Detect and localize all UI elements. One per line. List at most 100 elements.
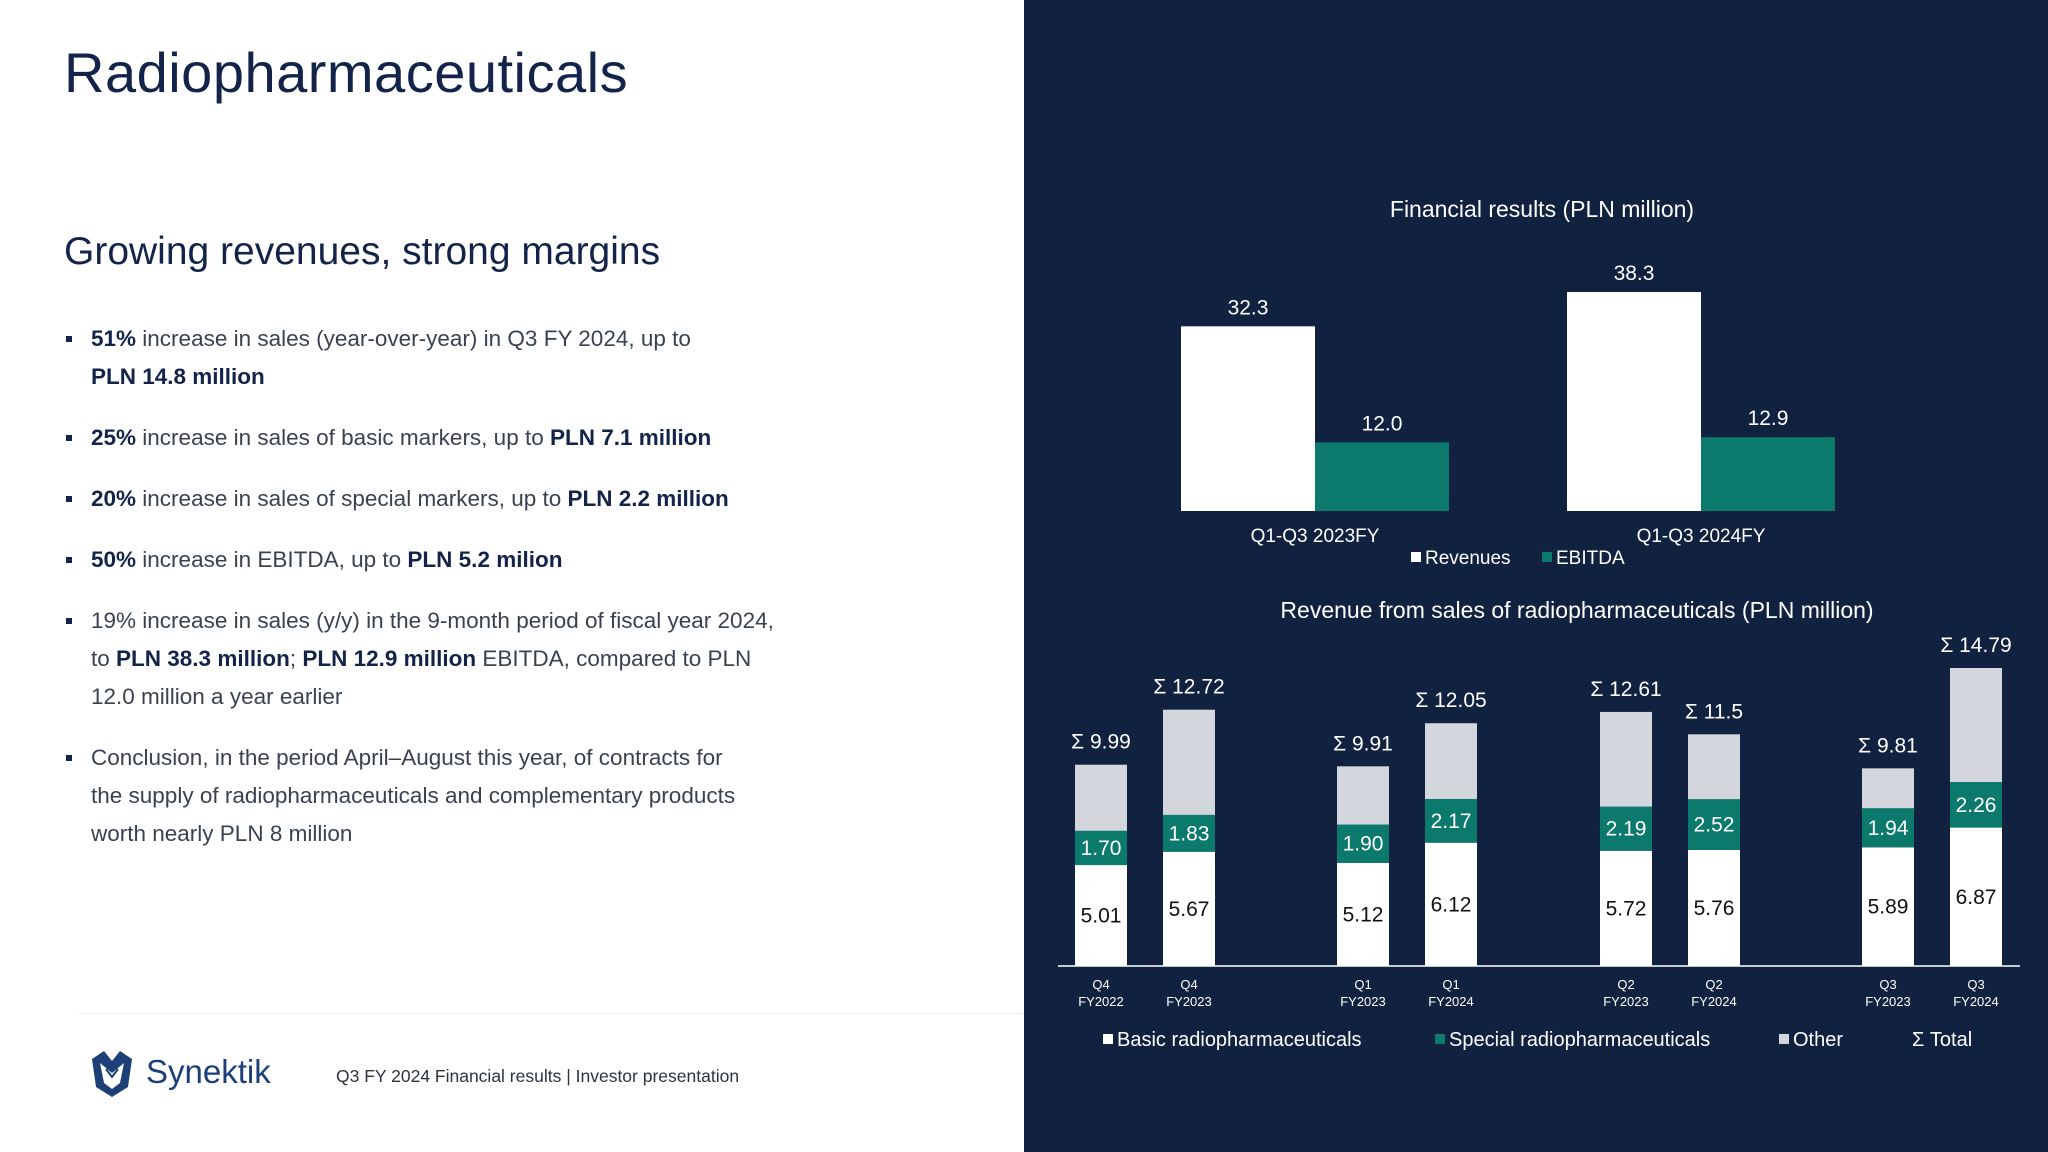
segment-label: 5.89	[1868, 896, 1909, 919]
bullet-highlight: PLN 7.1 million	[549, 425, 712, 450]
stack-basic-radiopharmaceuticals	[1950, 827, 2002, 966]
category-label-year: FY2022	[1078, 994, 1124, 1009]
segment-label: 1.94	[1868, 817, 1909, 840]
stack-other	[1075, 764, 1127, 831]
charts-panel: Financial results (PLN million) 32.3 38.3 1…	[1024, 0, 2048, 1152]
bullet-text: ;	[289, 646, 303, 671]
bullet-text: increase in EBITDA, up to	[136, 547, 408, 572]
segment-label: 1.70	[1081, 837, 1122, 860]
segment-label: 5.76	[1694, 897, 1735, 920]
total-label: Σ 9.99	[1071, 731, 1131, 754]
legend-swatch	[1411, 552, 1421, 562]
footer-text: Q3 FY 2024 Financial results | Investor …	[336, 1066, 740, 1086]
stack-basic-radiopharmaceuticals	[1688, 849, 1740, 966]
total-label: Σ 9.81	[1858, 734, 1918, 757]
stack-other	[1688, 734, 1740, 800]
segment-label: 2.52	[1694, 814, 1735, 837]
segment-label: 5.72	[1606, 897, 1647, 920]
bar-revenues	[1181, 326, 1315, 511]
bullet-text: increase in sales (year-over-year) in Q3…	[136, 326, 691, 351]
total-label: Σ 12.05	[1415, 689, 1486, 712]
stack-special-radiopharmaceuticals	[1337, 824, 1389, 863]
bar-ebitda	[1315, 442, 1449, 511]
legend-swatch	[1542, 552, 1552, 562]
stack-special-radiopharmaceuticals	[1163, 814, 1215, 852]
category-label-quarter: Q4	[1180, 977, 1197, 992]
legend-label: Revenues	[1425, 548, 1511, 569]
bullet-text: 19% increase in sales (y/y) in the 9-mon…	[91, 608, 774, 633]
legend-total-label: Σ Total	[1912, 1029, 1972, 1051]
category-label-year: FY2024	[1953, 994, 1999, 1009]
stack-special-radiopharmaceuticals	[1688, 799, 1740, 850]
segment-label: 2.19	[1606, 818, 1647, 841]
bullet-highlight: 51%	[91, 326, 137, 351]
bullet-item: 20% increase in sales of special markers…	[64, 480, 824, 518]
bullet-item: 51% increase in sales (year-over-year) i…	[64, 320, 824, 396]
stack-other	[1950, 668, 2002, 783]
segment-label: 2.17	[1431, 810, 1472, 833]
bullet-highlight: 50%	[91, 547, 137, 572]
bar-revenues	[1567, 292, 1701, 511]
data-label: 12.0	[1362, 412, 1403, 435]
bullet-item: 50% increase in EBITDA, up to PLN 5.2 mi…	[64, 541, 824, 579]
category-label: Q1-Q3 2023FY	[1251, 526, 1380, 547]
bullet-text: worth nearly PLN 8 million	[91, 821, 353, 846]
bar-ebitda	[1701, 437, 1835, 511]
segment-label: 5.67	[1169, 898, 1210, 921]
stack-basic-radiopharmaceuticals	[1862, 847, 1914, 966]
total-label: Σ 11.5	[1685, 700, 1743, 723]
content-panel: Radiopharmaceuticals Growing revenues, s…	[64, 41, 1024, 1097]
data-label: 32.3	[1228, 296, 1269, 319]
category-label-quarter: Q2	[1617, 977, 1634, 992]
bullet-list: 51% increase in sales (year-over-year) i…	[64, 320, 824, 876]
category-label: Q1-Q3 2024FY	[1637, 526, 1766, 547]
total-label: Σ 14.79	[1940, 634, 2011, 657]
bullet-highlight: 25%	[91, 425, 137, 450]
stack-other	[1862, 768, 1914, 809]
chart-title: Revenue from sales of radiopharmaceutica…	[1280, 597, 1873, 623]
segment-label: 5.01	[1081, 905, 1122, 928]
section-subtitle: Growing revenues, strong margins	[64, 230, 661, 273]
page-title: Radiopharmaceuticals	[64, 41, 629, 104]
data-label: 12.9	[1748, 407, 1789, 430]
synektik-logo-icon	[92, 1051, 132, 1097]
stack-other	[1163, 709, 1215, 815]
bullet-highlight: PLN 12.9 million	[302, 646, 477, 671]
stack-basic-radiopharmaceuticals	[1425, 842, 1477, 966]
legend-swatch	[1779, 1034, 1789, 1044]
bullet-highlight: PLN 2.2 million	[567, 486, 729, 511]
stack-basic-radiopharmaceuticals	[1337, 862, 1389, 966]
financial-results-chart: Financial results (PLN million) 32.3 38.3 1…	[1181, 196, 1835, 569]
segment-label: 5.12	[1343, 903, 1384, 926]
legend-label: Basic radiopharmaceuticals	[1117, 1029, 1362, 1051]
segment-label: 1.83	[1169, 822, 1210, 845]
category-label-year: FY2023	[1166, 994, 1212, 1009]
segment-label: 6.87	[1956, 886, 1997, 909]
footer-divider	[78, 1013, 1024, 1014]
legend-swatch	[1103, 1034, 1113, 1044]
bullet-text: to	[91, 646, 117, 671]
bullet-highlight: PLN 14.8 million	[91, 364, 265, 389]
stack-other	[1425, 723, 1477, 799]
bullet-highlight: 20%	[91, 486, 137, 511]
stack-other	[1600, 711, 1652, 807]
data-label: 38.3	[1614, 262, 1655, 285]
stack-special-radiopharmaceuticals	[1075, 830, 1127, 866]
bullet-highlight: PLN 38.3 million	[116, 646, 290, 671]
category-label-year: FY2023	[1603, 994, 1649, 1009]
segment-label: 2.26	[1956, 794, 1997, 817]
bullet-item: 25% increase in sales of basic markers, …	[64, 419, 824, 457]
bullet-text: 12.0 million a year earlier	[91, 684, 343, 709]
bullet-text: the supply of radiopharmaceuticals and c…	[91, 783, 736, 808]
legend-swatch	[1435, 1034, 1445, 1044]
bullet-highlight: PLN 5.2 milion	[407, 547, 563, 572]
bullet-text: EBITDA, compared to PLN	[476, 646, 752, 671]
stack-special-radiopharmaceuticals	[1600, 806, 1652, 851]
bullet-item: 19% increase in sales (y/y) in the 9-mon…	[64, 602, 824, 716]
stack-special-radiopharmaceuticals	[1425, 798, 1477, 843]
category-label-year: FY2023	[1340, 994, 1386, 1009]
legend-label: Other	[1793, 1029, 1843, 1051]
total-label: Σ 12.72	[1153, 676, 1224, 699]
stack-basic-radiopharmaceuticals	[1075, 865, 1127, 966]
stack-basic-radiopharmaceuticals	[1600, 850, 1652, 966]
